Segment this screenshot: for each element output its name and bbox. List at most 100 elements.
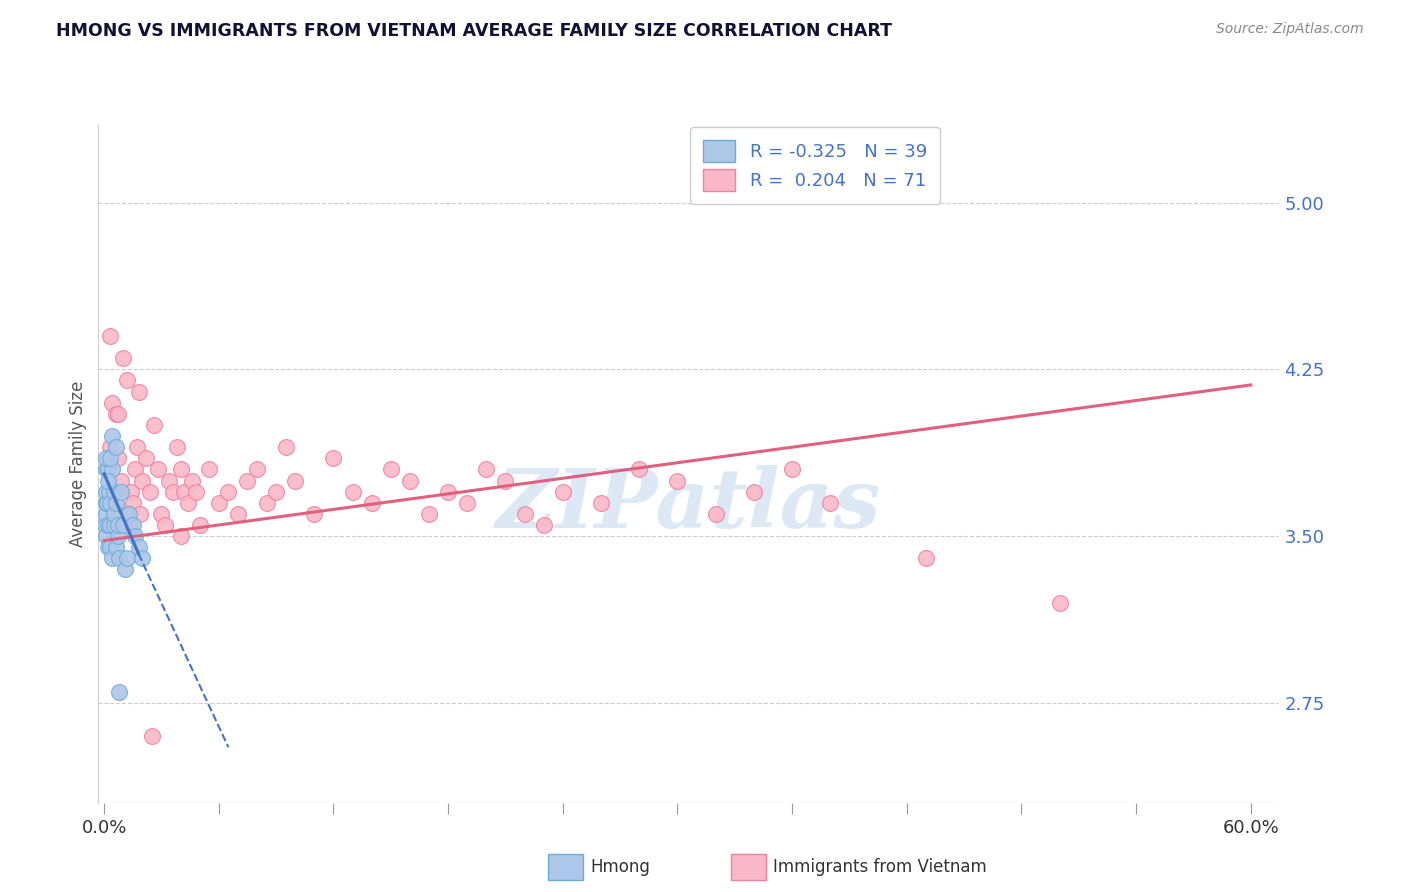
- Point: [97, 540, 120, 554]
- Point: [98, 518, 121, 533]
- Point: [124, 462, 146, 476]
- Point: [226, 507, 249, 521]
- Point: [208, 496, 231, 510]
- Point: [121, 518, 143, 533]
- Point: [704, 507, 727, 521]
- Point: [107, 518, 129, 533]
- Text: HMONG VS IMMIGRANTS FROM VIETNAM AVERAGE FAMILY SIZE CORRELATION CHART: HMONG VS IMMIGRANTS FROM VIETNAM AVERAGE…: [56, 22, 893, 40]
- Point: [513, 507, 536, 521]
- Point: [360, 496, 382, 510]
- Point: [98, 540, 121, 554]
- Point: [98, 496, 121, 510]
- Point: [103, 484, 125, 499]
- Point: [304, 507, 326, 521]
- Point: [342, 484, 364, 499]
- Point: [456, 496, 478, 510]
- Point: [115, 374, 138, 388]
- Point: [124, 529, 146, 543]
- Point: [107, 407, 129, 421]
- Point: [475, 462, 498, 476]
- Point: [322, 451, 344, 466]
- Point: [437, 484, 460, 499]
- Point: [1049, 596, 1071, 610]
- Point: [284, 474, 307, 488]
- Point: [166, 440, 188, 454]
- Y-axis label: Average Family Size: Average Family Size: [69, 381, 87, 547]
- Point: [103, 484, 125, 499]
- Point: [96, 496, 118, 510]
- Point: [157, 474, 180, 488]
- Point: [129, 507, 152, 521]
- Point: [120, 484, 142, 499]
- Point: [94, 484, 117, 499]
- Point: [181, 474, 204, 488]
- Point: [94, 507, 117, 521]
- Point: [264, 484, 287, 499]
- Point: [98, 440, 121, 454]
- Point: [114, 562, 136, 576]
- Point: [256, 496, 278, 510]
- Point: [97, 462, 120, 476]
- Point: [108, 507, 131, 521]
- Point: [101, 429, 124, 443]
- Point: [169, 529, 191, 543]
- Point: [94, 518, 117, 533]
- Point: [101, 395, 124, 409]
- Point: [103, 518, 125, 533]
- Point: [121, 496, 143, 510]
- Point: [125, 440, 148, 454]
- Point: [112, 518, 135, 533]
- Text: Source: ZipAtlas.com: Source: ZipAtlas.com: [1216, 22, 1364, 37]
- Point: [533, 518, 555, 533]
- Point: [198, 462, 221, 476]
- Point: [131, 551, 153, 566]
- Point: [94, 462, 117, 476]
- Point: [915, 551, 938, 566]
- Point: [103, 507, 125, 521]
- Point: [107, 451, 129, 466]
- Legend: R = -0.325   N = 39, R =  0.204   N = 71: R = -0.325 N = 39, R = 0.204 N = 71: [690, 128, 939, 203]
- Point: [551, 484, 574, 499]
- Point: [104, 540, 127, 554]
- Text: Immigrants from Vietnam: Immigrants from Vietnam: [773, 858, 987, 876]
- Point: [495, 474, 517, 488]
- Point: [98, 329, 121, 343]
- Point: [115, 551, 138, 566]
- Point: [820, 496, 842, 510]
- Point: [96, 529, 118, 543]
- Point: [112, 351, 135, 366]
- Point: [150, 507, 173, 521]
- Point: [628, 462, 651, 476]
- Point: [139, 484, 162, 499]
- Point: [246, 462, 269, 476]
- Point: [146, 462, 169, 476]
- Point: [742, 484, 765, 499]
- Point: [162, 484, 184, 499]
- Point: [135, 451, 157, 466]
- Point: [104, 440, 127, 454]
- Point: [97, 462, 120, 476]
- Point: [418, 507, 440, 521]
- Point: [97, 474, 120, 488]
- Point: [107, 529, 129, 543]
- Point: [184, 484, 207, 499]
- Point: [118, 507, 141, 521]
- Point: [141, 729, 163, 743]
- Point: [236, 474, 259, 488]
- Text: Hmong: Hmong: [591, 858, 651, 876]
- Point: [177, 496, 200, 510]
- Point: [110, 474, 132, 488]
- Point: [118, 518, 141, 533]
- Point: [104, 496, 127, 510]
- Point: [399, 474, 422, 488]
- Point: [155, 518, 177, 533]
- Point: [115, 507, 138, 521]
- Point: [169, 462, 191, 476]
- Point: [97, 484, 120, 499]
- Point: [94, 451, 117, 466]
- Point: [104, 407, 127, 421]
- Point: [110, 484, 132, 499]
- Point: [108, 684, 131, 698]
- Point: [108, 551, 131, 566]
- Point: [780, 462, 803, 476]
